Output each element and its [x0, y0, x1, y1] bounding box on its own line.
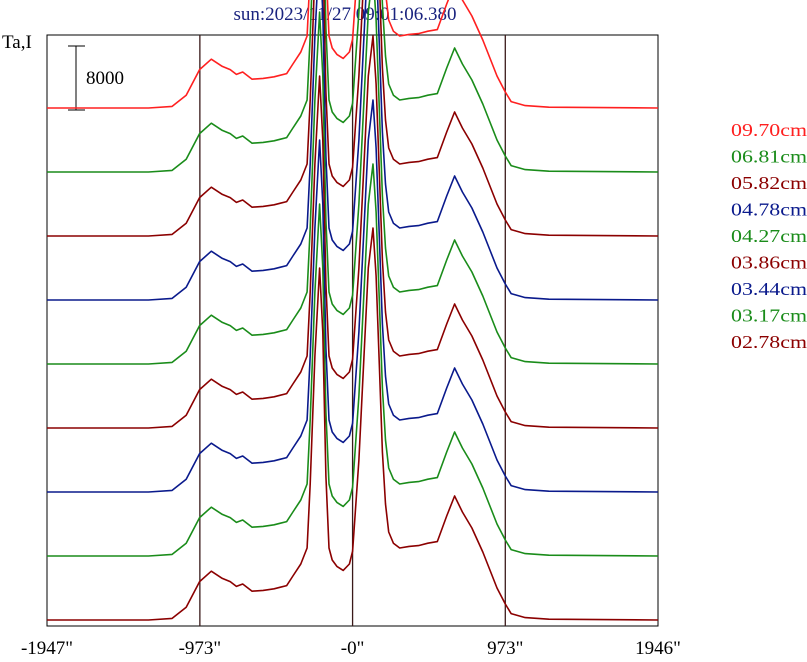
series-lines: [47, 0, 659, 621]
legend-entry: 04.27cm: [731, 226, 807, 246]
legend-entry: 06.81cm: [731, 147, 807, 167]
series-line-09.70cm: [47, 0, 659, 109]
chart-title: sun:2023/11/27 09:01:06.380: [233, 4, 456, 25]
legend-entry: 03.86cm: [731, 253, 807, 273]
x-tick-labels: -1947" -973" -0" 973" 1946": [21, 638, 681, 659]
scale-bar-label: 8000: [86, 68, 124, 89]
series-line-02.78cm: [47, 227, 659, 621]
y-axis-label: Ta,I: [2, 32, 32, 53]
scale-bar: 8000: [68, 45, 124, 111]
x-tick-label: 973": [487, 638, 523, 659]
legend-entry: 03.44cm: [731, 279, 807, 299]
series-line-05.82cm: [47, 0, 659, 237]
series-line-03.86cm: [47, 35, 659, 429]
series-line-04.78cm: [47, 0, 659, 301]
legend-entry: 02.78cm: [731, 332, 807, 352]
legend: 09.70cm 06.81cm 05.82cm 04.78cm 04.27cm 03.86…: [731, 120, 807, 352]
legend-entry: 04.78cm: [731, 200, 807, 220]
series-line-04.27cm: [47, 0, 659, 365]
x-tick-label: -0": [341, 638, 365, 659]
legend-entry: 09.70cm: [731, 120, 807, 140]
series-line-03.44cm: [47, 99, 659, 493]
x-tick-label: -1947": [21, 638, 73, 659]
x-tick-label: -973": [179, 638, 222, 659]
series-line-06.81cm: [47, 0, 659, 173]
x-tick-label: 1946": [635, 638, 681, 659]
legend-entry: 03.17cm: [731, 306, 807, 326]
legend-entry: 05.82cm: [731, 173, 807, 193]
series-line-03.17cm: [47, 163, 659, 557]
